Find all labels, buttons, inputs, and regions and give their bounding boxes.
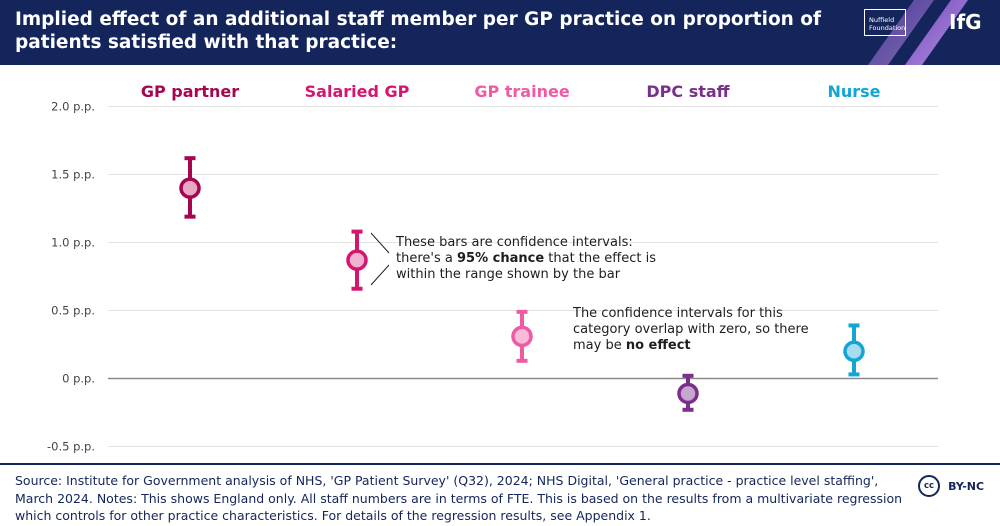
license-badge: cc BY-NC — [918, 475, 984, 497]
nuffield-foundation-logo: Nuffield Foundation — [864, 9, 906, 36]
nuffield-logo-line1: Nuffield — [869, 16, 895, 24]
annotation-pointer — [370, 264, 390, 286]
nuffield-logo-line2: Foundation — [869, 24, 906, 32]
source-note: Source: Institute for Government analysi… — [15, 473, 903, 523]
chart-title: Implied effect of an additional staff me… — [15, 9, 822, 53]
creative-commons-icon: cc — [918, 475, 940, 497]
point-estimate — [677, 382, 699, 405]
annotation-span: may be — [573, 338, 626, 353]
ifg-logo: IfG — [949, 10, 982, 34]
annotation-pointer — [370, 232, 390, 254]
category-label: GP trainee — [474, 82, 569, 101]
annotation-text: may be no effect — [573, 338, 691, 353]
y-tick-label: 1.5 p.p. — [51, 168, 95, 182]
annotation-text: These bars are confidence intervals: — [395, 235, 633, 250]
annotation-text: there's a 95% chance that the effect is — [396, 251, 656, 266]
point-estimate — [346, 249, 368, 271]
annotation-span: category overlap with zero, so there — [573, 322, 809, 337]
annotation-emphasis: 95% chance — [457, 251, 544, 266]
y-tick-label: 0.5 p.p. — [51, 304, 95, 318]
annotation-span: there's a — [396, 251, 457, 266]
y-tick-label: -0.5 p.p. — [47, 440, 95, 454]
annotation-span: The confidence intervals for this — [572, 306, 783, 321]
category-label: Nurse — [827, 82, 880, 101]
point-estimate — [179, 177, 201, 199]
footer-divider — [0, 463, 1000, 465]
category-label: Salaried GP — [305, 82, 410, 101]
y-tick-label: 2.0 p.p. — [51, 100, 95, 114]
y-tick-label: 1.0 p.p. — [51, 236, 95, 250]
y-tick-label: 0 p.p. — [62, 372, 95, 386]
point-estimate — [511, 325, 533, 348]
category-label: GP partner — [141, 82, 239, 101]
license-label: BY-NC — [948, 479, 985, 493]
point-estimate — [843, 340, 865, 363]
annotation-emphasis: no effect — [626, 338, 691, 353]
annotation-text: within the range shown by the bar — [396, 267, 621, 282]
chart-header: Implied effect of an additional staff me… — [0, 0, 1000, 65]
annotation-span: within the range shown by the bar — [396, 267, 621, 282]
chart-plot-area: 2.0 p.p. 1.5 p.p. 1.0 p.p. 0.5 p.p. 0 p.p. -0… — [47, 82, 938, 454]
category-label: DPC staff — [646, 82, 730, 101]
annotation-span: that the effect is — [544, 251, 656, 266]
header-stripe-decoration — [868, 0, 968, 65]
annotation-text: category overlap with zero, so there — [573, 322, 809, 337]
annotation-span: These bars are confidence intervals: — [395, 235, 633, 250]
annotation-text: The confidence intervals for this — [572, 306, 783, 321]
